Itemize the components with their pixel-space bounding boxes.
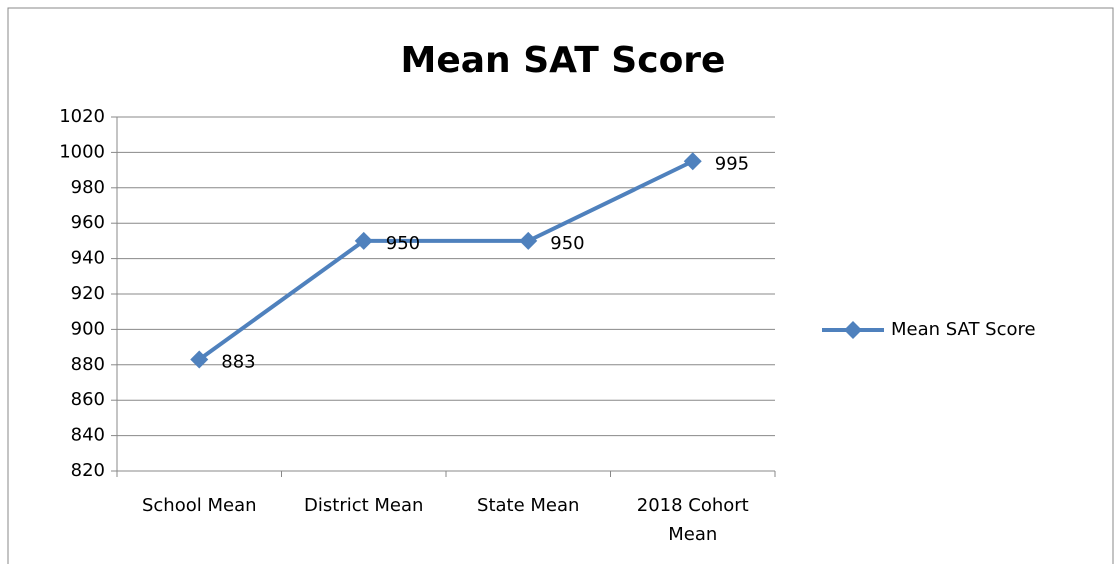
point [354,231,373,250]
data-label: 950 [550,233,584,254]
y-tick-label: 920 [71,283,105,304]
y-tick-label: 960 [71,212,105,233]
chart-border [7,7,1114,564]
x-tick-label: 2018 Cohort Mean [637,495,749,545]
series-line [198,159,694,362]
data-label: 883 [221,351,255,372]
x-tick-label-line: Mean [668,524,717,545]
data-label: 950 [386,233,420,254]
data-label: 995 [715,153,749,174]
point [519,231,538,250]
chart-title: Mean SAT Score [401,40,726,81]
point [190,350,209,369]
y-tick-label: 840 [71,425,105,446]
point [683,152,702,171]
y-tick-label: 820 [71,460,105,481]
y-tick-label: 1000 [59,141,105,162]
y-tick-label: 1020 [59,106,105,127]
y-tick-label: 980 [71,177,105,198]
x-tick-label: District Mean [304,495,423,516]
y-tick-label: 940 [71,248,105,269]
x-tick-label: School Mean [142,495,257,516]
legend-marker [844,321,862,339]
x-tick-label-line: 2018 Cohort [637,495,749,516]
y-tick-label: 880 [71,354,105,375]
legend-label: Mean SAT Score [891,319,1036,340]
y-tick-label: 900 [71,318,105,339]
x-tick-label: State Mean [477,495,579,516]
y-tick-label: 860 [71,389,105,410]
